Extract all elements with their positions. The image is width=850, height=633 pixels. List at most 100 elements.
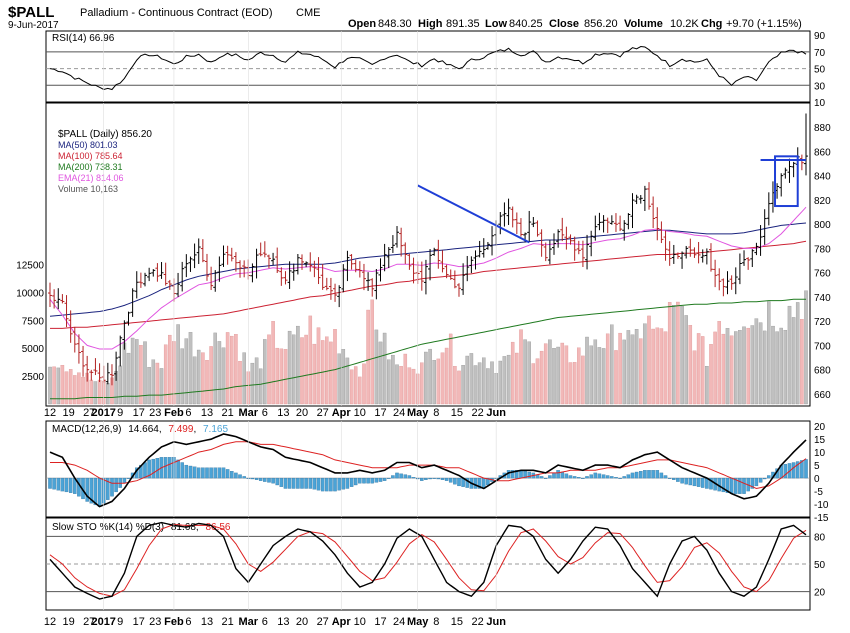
price-bar	[209, 266, 214, 291]
volume-bar	[713, 331, 717, 405]
price-bar	[659, 221, 664, 244]
volume-bar	[209, 346, 213, 405]
volume-bar	[477, 362, 482, 405]
macd-histogram-bar	[387, 477, 391, 479]
legend-ma100: MA(100) 785.64	[58, 151, 123, 161]
volume-bar	[539, 350, 544, 405]
volume-bar	[345, 357, 350, 405]
volume-bar	[593, 339, 598, 405]
price-bar	[647, 182, 652, 210]
macd-histogram-bar	[403, 474, 408, 479]
price-tick-680: 680	[814, 366, 831, 377]
price-bar	[89, 369, 94, 381]
macd-histogram-bar	[258, 477, 263, 481]
macd-histogram-bar	[263, 477, 267, 482]
price-bar	[708, 243, 713, 272]
price-tick-780: 780	[814, 244, 831, 255]
close-value: 856.20	[584, 18, 618, 30]
macd-histogram-bar	[163, 457, 168, 479]
volume-bar	[308, 315, 313, 405]
volume-bar	[721, 333, 726, 405]
price-bar	[531, 216, 536, 228]
price-bar	[539, 229, 544, 257]
x-axis-label: 10	[354, 407, 366, 419]
volume-bar	[647, 315, 651, 405]
price-bar	[328, 277, 333, 300]
macd-histogram-bar	[250, 477, 255, 480]
macd-histogram-bar	[647, 470, 651, 479]
volume-tick-7500: 7500	[22, 316, 45, 327]
volume-bar	[746, 327, 750, 405]
macd-histogram-bar	[391, 475, 395, 479]
macd-histogram-bar	[672, 477, 676, 480]
price-bar	[395, 226, 400, 248]
price-bar	[543, 242, 548, 262]
volume-bar	[399, 366, 403, 405]
volume-bar	[444, 347, 449, 405]
macd-histogram-bar	[147, 459, 151, 479]
volume-bar	[387, 359, 391, 405]
price-bar	[134, 271, 139, 299]
x-axis-label: Jun	[486, 407, 506, 419]
volume-bar	[473, 365, 478, 405]
x-axis-label: 23	[149, 407, 161, 419]
low-value: 840.25	[509, 18, 543, 30]
price-tick-860: 860	[814, 148, 831, 159]
price-bar	[485, 242, 490, 250]
x-axis-label: Apr	[332, 407, 352, 419]
price-bar	[258, 242, 263, 257]
macd-histogram-bar	[110, 477, 114, 497]
macd-histogram-bar	[320, 477, 325, 492]
macd-histogram-bar	[316, 477, 321, 491]
price-bar	[799, 154, 804, 171]
macd-histogram-bar	[548, 475, 552, 479]
macd-histogram-bar	[370, 477, 374, 484]
volume-bar	[374, 329, 379, 405]
macd-histogram-bar	[205, 467, 209, 479]
price-bar	[452, 270, 457, 289]
volume-bar	[597, 347, 602, 405]
macd-histogram-bar	[93, 477, 98, 506]
volume-bar	[366, 309, 370, 405]
volume-bar	[614, 350, 618, 405]
price-bar	[411, 257, 416, 284]
volume-bar	[556, 346, 560, 405]
volume-bar	[560, 342, 565, 405]
price-tick-880: 880	[814, 123, 831, 134]
macd-histogram-bar	[692, 477, 697, 487]
price-bar	[118, 335, 123, 367]
price-bar	[316, 257, 321, 285]
price-bar	[192, 243, 197, 269]
x-axis-label: 9	[117, 407, 123, 419]
close-label: Close	[549, 18, 579, 30]
volume-bar	[795, 302, 800, 405]
volume-bar	[729, 335, 734, 405]
macd-histogram-bar	[411, 477, 416, 479]
price-bar	[345, 250, 350, 282]
volume-layer: 2500 5000 7500 10000 12500	[16, 261, 808, 405]
price-bar	[804, 113, 808, 176]
volume-bar	[81, 376, 85, 405]
rsi-layer: 10 30 50 70 90	[46, 31, 826, 109]
volume-bar	[238, 361, 242, 405]
price-bar	[742, 250, 747, 266]
volume-bar	[73, 375, 77, 405]
legend-ma200: MA(200) 738.31	[58, 162, 123, 172]
macd-histogram-bar	[122, 477, 127, 484]
open-value: 848.30	[378, 18, 412, 30]
macd-histogram-bar	[734, 477, 738, 494]
macd-histogram-bar	[180, 462, 184, 479]
volume-bar	[779, 327, 783, 405]
price-bar	[68, 310, 73, 343]
price-bar	[229, 247, 234, 262]
price-bar	[353, 259, 358, 273]
volume-bar	[659, 328, 664, 405]
price-bar	[506, 198, 511, 225]
volume-bar	[271, 321, 275, 405]
macd-histogram-bar	[374, 477, 379, 483]
x-axis-label: 6	[262, 616, 268, 628]
macd-tick-10: 10	[814, 448, 826, 459]
volume-bar	[296, 325, 300, 405]
volume-bar	[329, 341, 333, 405]
x-axis-label: 19	[62, 616, 74, 628]
